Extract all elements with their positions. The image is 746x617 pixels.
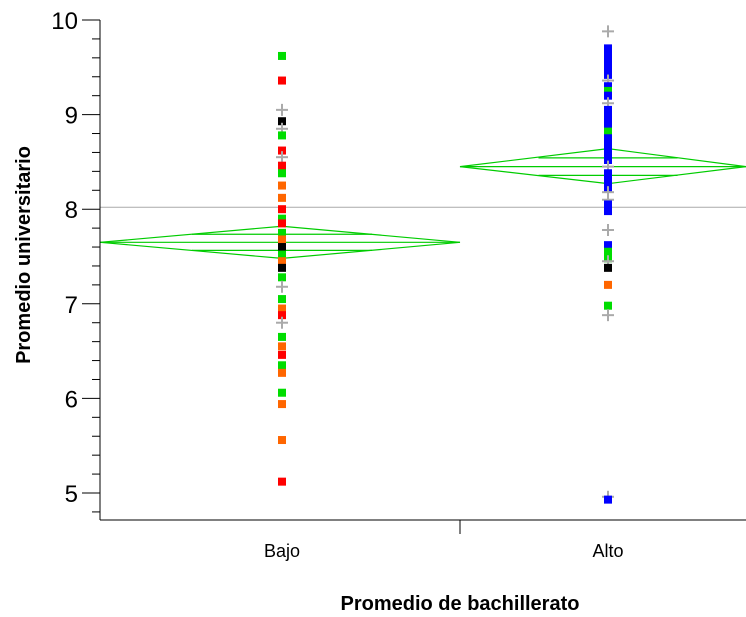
data-point [604,280,612,289]
data-point [278,117,286,126]
data-point [278,304,286,313]
data-point [604,263,612,272]
data-point [278,243,286,252]
data-point [278,368,286,377]
data-point [604,58,612,67]
data-point [278,311,286,320]
data-point [278,76,286,85]
data-point [604,51,612,60]
axis-labels: 5 6 7 8 9 10 Bajo Alto [51,8,623,561]
data-point [278,263,286,272]
data-point [604,82,612,91]
data-point [604,301,612,310]
data-point [604,113,612,122]
data-point [278,342,286,351]
data-point [604,105,612,114]
data-point [278,169,286,178]
data-point [278,51,286,60]
data-point [278,161,286,170]
data-point [604,140,612,149]
data-point [278,228,286,237]
x-axis-title: Promedio de bachillerato [341,593,580,615]
y-tick-label: 6 [65,386,78,413]
y-tick-label: 7 [65,292,78,319]
x-tick-label-bajo: Bajo [264,541,300,561]
data-point [604,148,612,157]
data-point [604,173,612,182]
data-point [278,214,286,223]
data-point [604,169,612,178]
data-point [604,495,612,504]
data-point [278,193,286,202]
data-point [278,205,286,214]
data-point [278,350,286,359]
data-point [604,134,612,143]
means-diamond-alto [459,148,746,185]
y-tick-label: 8 [65,197,78,224]
data-point [278,219,286,228]
data-point [604,247,612,256]
y-tick-label: 9 [65,103,78,130]
data-point [604,86,612,95]
data-point [278,400,286,409]
data-point [604,178,612,187]
data-point [278,295,286,304]
y-tick-label: 5 [65,481,78,508]
data-point [278,477,286,486]
y-tick-label: 10 [51,8,78,35]
data-point [604,207,612,216]
data-point [278,273,286,282]
data-point [604,241,612,250]
data-point [278,235,286,244]
data-point [278,388,286,397]
data-point [278,250,286,259]
data-point [604,44,612,53]
x-tick-label-alto: Alto [592,541,623,561]
data-point [604,91,612,100]
data-point [278,257,286,266]
data-point [604,200,612,209]
data-point [278,181,286,190]
data-point [278,436,286,445]
data-point [604,65,612,74]
means-diamonds [99,148,746,259]
data-point [278,146,286,155]
data-point [278,332,286,341]
data-points [276,25,614,504]
axes [82,19,746,534]
data-point [278,361,286,370]
data-point [604,156,612,165]
data-point [604,120,612,129]
y-axis-title: Promedio universitario [13,146,35,364]
data-point [604,127,612,136]
data-point [278,131,286,140]
